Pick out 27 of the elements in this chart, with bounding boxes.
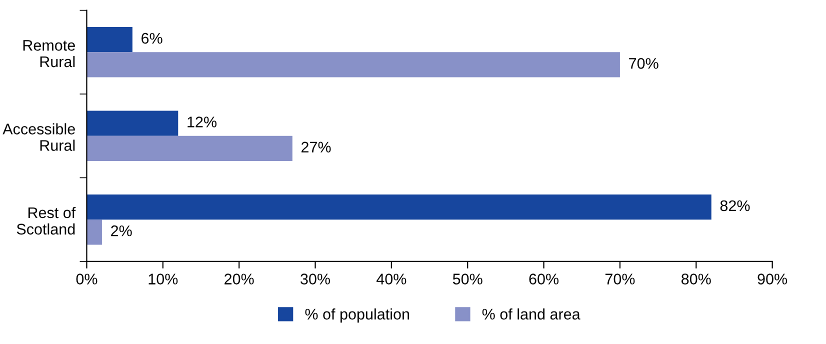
legend-label: % of land area [482,308,580,320]
data-label: 2% [111,225,132,236]
x-tick-label: 10% [148,274,178,284]
x-tick-label: 60% [529,274,559,284]
x-tick-label: 70% [605,274,635,284]
data-label: 12% [188,116,217,128]
x-tick-label: 0% [76,274,98,284]
bar [86,27,132,52]
data-label: 82% [720,200,750,212]
bar [86,110,178,136]
y-tick-label: Remote Rural [23,40,75,68]
bar [86,136,292,161]
data-label: 70% [629,58,658,69]
bar [86,220,102,245]
bar [86,194,712,220]
x-tick-label: 30% [300,274,330,284]
y-tick-label: Accessible Rural [2,123,75,151]
x-tick-label: 50% [452,274,482,284]
x-tick-label: 90% [758,274,788,284]
x-tick-label: 80% [682,274,711,284]
x-tick-label: 20% [224,274,254,284]
x-tick-label: 40% [376,274,406,284]
legend-label: % of population [305,308,410,323]
data-label: 6% [142,32,162,44]
y-tick-label: Rest of Scotland [16,206,76,235]
data-label: 27% [302,142,331,152]
bar [86,52,620,78]
